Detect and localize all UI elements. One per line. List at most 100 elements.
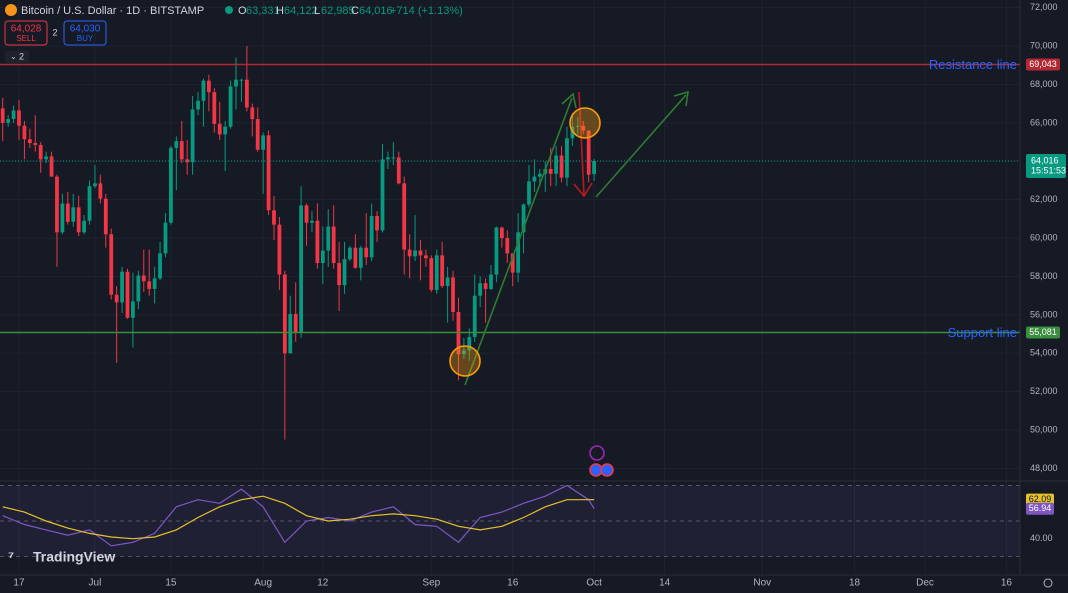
candle-body [217,123,222,135]
x-tick-label: Jul [89,578,102,589]
candle-body [261,135,266,150]
ohlc-value: 64,122 [284,5,318,17]
candle-body [38,144,43,160]
candle-body [326,226,331,251]
y-tick-label: 56,000 [1030,309,1058,319]
candle-body [375,216,379,231]
buy-button[interactable]: 64,030 BUY [63,20,107,46]
candle-body [103,198,108,235]
candle-body [548,168,553,174]
candle-body [239,79,244,81]
ohlc-key: O [238,5,247,17]
price-badge-label: 64,016 [1031,155,1059,165]
candle-body [418,250,423,256]
candle-body [537,173,542,177]
candle-body [440,255,445,287]
sell-box[interactable] [4,20,48,46]
candle-body [136,275,141,302]
candle-body [532,176,537,182]
price-badge [1026,326,1060,339]
candle-body [304,205,309,223]
x-tick-label: 12 [317,578,329,589]
rsi-badge-label: 62.09 [1029,494,1052,504]
x-tick-label: 17 [13,578,25,589]
rsi-line [2,484,595,547]
level-label: Support line [948,325,1017,340]
sell-price[interactable]: 64,028 [11,24,42,35]
candle-body [451,277,455,312]
candle-body [206,80,211,93]
candle-body [76,207,81,233]
candle-body [516,232,521,273]
candle-body [71,207,76,222]
ohlc-value: 63,331 [246,5,280,17]
price-badge [1026,153,1066,178]
ohlc-key: L [314,5,320,17]
plot-layer [0,46,1020,547]
x-tick-label: Aug [254,578,272,589]
symbol-logo [5,4,17,16]
toggle-icon[interactable]: ⌄ [10,52,17,61]
sell-button[interactable]: 64,028 SELL [4,20,48,46]
candle-body [131,301,135,318]
candle-body [434,255,439,290]
sell-label[interactable]: SELL [16,34,36,43]
trend-arrow [464,97,573,386]
candle-body [234,79,238,87]
rsi-badge [1026,502,1054,515]
candle-body [293,313,298,333]
x-tick-label: Nov [753,578,771,589]
candle-body [407,249,412,257]
candle-body [575,125,580,127]
x-tick-label: Sep [422,578,440,589]
candle-body [559,155,564,178]
candle-body [342,259,347,286]
candle-body [413,250,417,257]
candle-body [353,247,358,268]
arrow-head [561,92,577,109]
y-tick-label: 70,000 [1030,40,1058,50]
candle-body [266,135,271,211]
settings-icon[interactable] [1043,578,1053,588]
candle-body [250,107,255,120]
candle-body [55,176,59,233]
x-tick-label: 16 [507,578,519,589]
buy-box[interactable] [63,20,107,46]
x-tick-label: Oct [586,578,602,589]
change: +714 (+1.13%) [390,5,463,17]
buy-label[interactable]: BUY [77,34,94,43]
forecast-arrow [595,94,687,198]
candle-body [565,138,569,178]
candle-body [320,250,325,264]
candle-body [282,274,287,354]
candle-body [82,220,86,233]
arrow-head [673,90,689,107]
candle-body [429,258,434,290]
event-icon[interactable] [600,463,614,477]
candle-body [402,183,407,250]
candle-body [60,203,65,233]
candle-body [288,313,293,354]
candle-body [179,141,184,160]
ohlc-key: H [276,5,284,17]
candle-body [98,183,103,199]
buy-price[interactable]: 64,030 [70,24,101,35]
drawings [449,90,689,477]
indicators-toggle[interactable] [5,51,29,63]
candle-body [380,159,385,231]
candle-body [299,205,304,333]
grid-layer [0,0,1020,575]
candle-body [331,226,336,264]
candle-body [467,336,472,351]
event-icon[interactable] [589,445,605,461]
candle-body [364,247,369,258]
candle-body [87,186,92,221]
candle-body [109,234,114,295]
indicators-count[interactable]: 2 [19,51,24,61]
candle-body [461,350,466,355]
candle-body [17,110,21,126]
candle-body [22,125,27,140]
